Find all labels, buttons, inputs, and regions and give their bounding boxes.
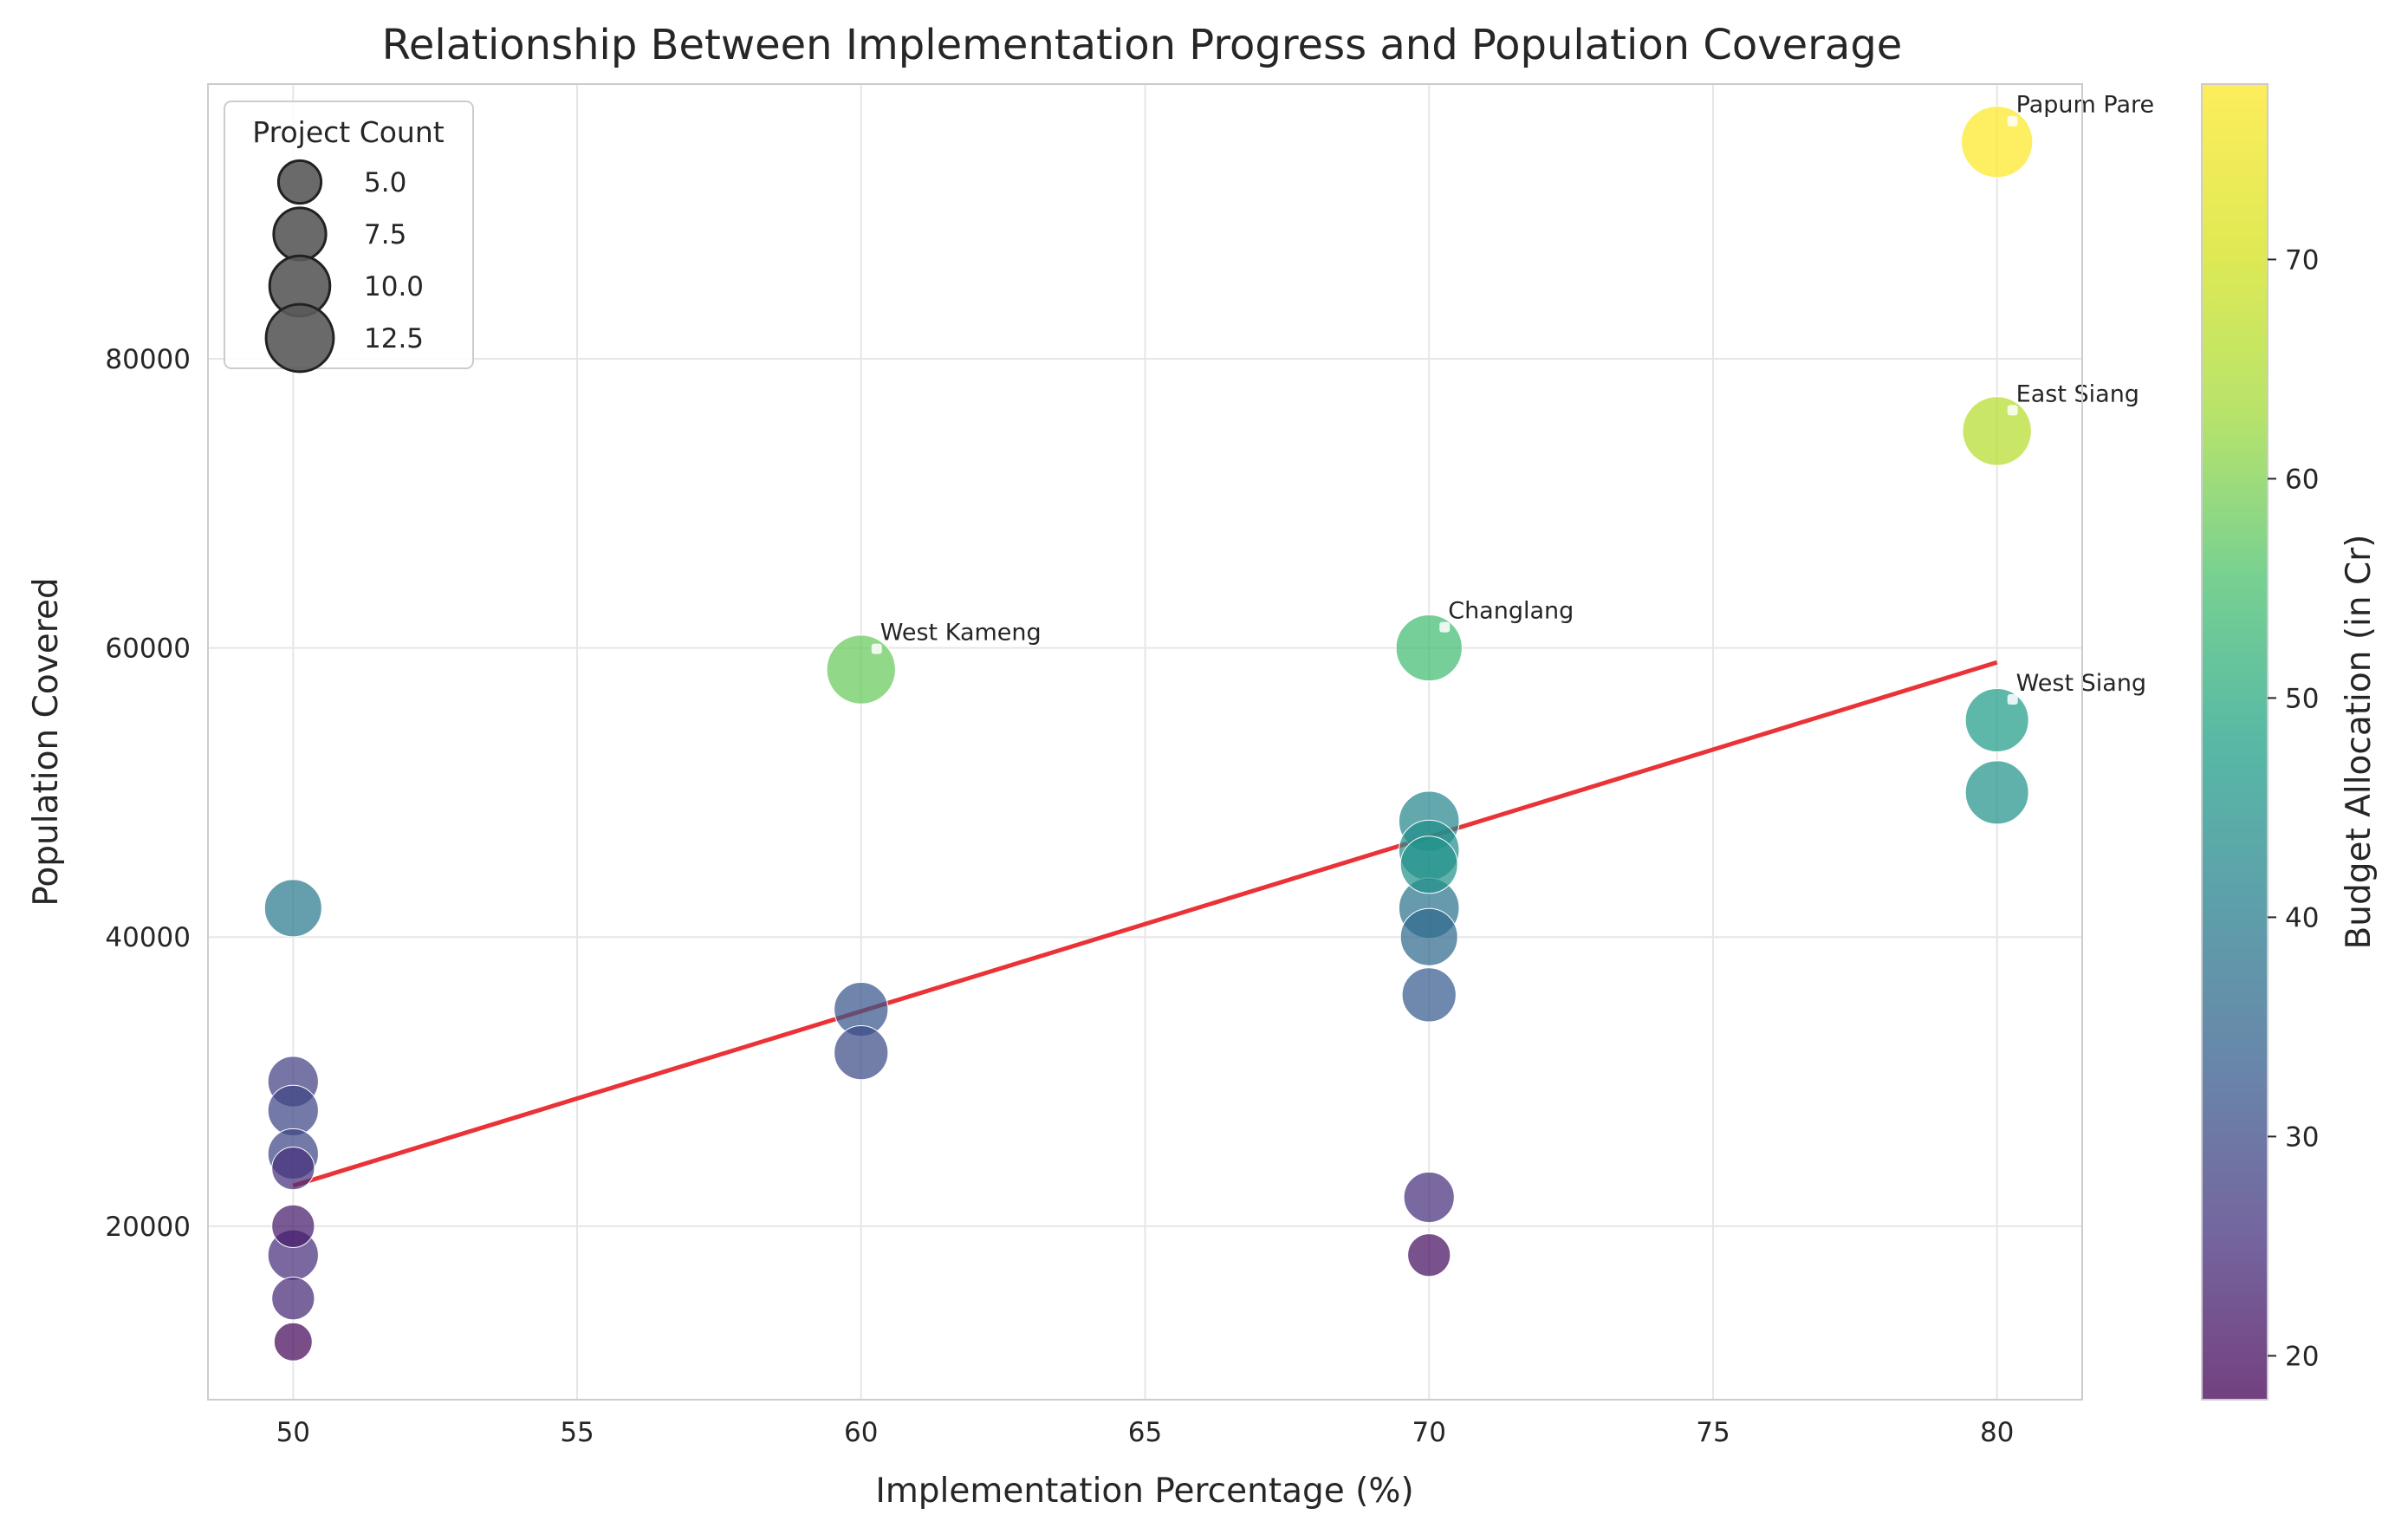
- size-legend-marker: [264, 302, 335, 374]
- point-label: Papum Pare: [2016, 92, 2154, 119]
- colorbar-tick-label: 40: [2285, 902, 2319, 933]
- data-point: [273, 1322, 313, 1362]
- annotation-box: [2007, 693, 2018, 705]
- data-point: [1964, 687, 2029, 752]
- size-legend-marker: [276, 159, 323, 205]
- data-point: [271, 1147, 315, 1191]
- x-tick-label: 50: [276, 1417, 310, 1448]
- annotation-box: [2007, 405, 2018, 416]
- size-legend-label: 5.0: [364, 167, 406, 198]
- x-tick-label: 65: [1128, 1417, 1162, 1448]
- size-legend-title: Project Count: [252, 115, 444, 149]
- y-tick-label: 40000: [105, 922, 191, 953]
- size-legend-label: 10.0: [364, 271, 424, 302]
- colorbar: 20 30 40 50 60 70 Budget Allocation (in Cr): [2201, 83, 2379, 1401]
- colorbar-tick-label: 60: [2285, 464, 2319, 495]
- y-tick-label: 80000: [105, 344, 191, 375]
- colorbar-tick-label: 50: [2285, 683, 2319, 714]
- plot-frame: [207, 83, 2083, 1401]
- colorbar-label: Budget Allocation (in Cr): [2340, 535, 2379, 950]
- data-point: [834, 1025, 889, 1081]
- size-legend-label: 12.5: [364, 323, 424, 354]
- data-point: [263, 879, 322, 938]
- grid-lines: [208, 84, 2082, 1400]
- x-axis-ticks: 50 55 60 65 70 75 80: [276, 1417, 2015, 1448]
- annotation-box: [871, 643, 882, 654]
- trend-line: [292, 660, 1998, 1188]
- data-point: [271, 1204, 315, 1248]
- data-point: [1401, 967, 1457, 1023]
- x-tick-label: 60: [844, 1417, 878, 1448]
- colorbar-tick-label: 70: [2285, 244, 2319, 276]
- y-axis-label: Population Covered: [27, 577, 66, 906]
- data-point: [267, 1084, 319, 1136]
- chart-title: Relationship Between Implementation Prog…: [382, 21, 1903, 69]
- colorbar-tick-label: 20: [2285, 1341, 2319, 1372]
- point-label: West Siang: [2016, 670, 2146, 697]
- x-tick-label: 55: [560, 1417, 594, 1448]
- annotation-box: [2007, 115, 2018, 127]
- point-label: East Siang: [2016, 380, 2139, 407]
- point-label: Changlang: [1448, 598, 1574, 625]
- data-point: [1399, 835, 1458, 894]
- size-legend: Project Count 5.0 7.5 10.0 12.5: [224, 101, 474, 374]
- y-tick-label: 20000: [105, 1212, 191, 1243]
- data-point: [1395, 614, 1463, 682]
- colorbar-gradient: [2202, 84, 2268, 1400]
- size-legend-marker: [272, 206, 328, 262]
- x-tick-label: 70: [1412, 1417, 1446, 1448]
- y-axis-ticks: 20000 40000 60000 80000: [105, 344, 191, 1243]
- annotation-box: [1439, 621, 1451, 633]
- size-legend-label: 7.5: [364, 219, 406, 250]
- trend-line-group: [292, 660, 1998, 1188]
- colorbar-frame: [2201, 83, 2268, 1401]
- colorbar-tick-label: 30: [2285, 1121, 2319, 1153]
- y-tick-label: 60000: [105, 634, 191, 665]
- point-annotations: Papum Pare East Siang West Siang Changlang W…: [871, 92, 2154, 705]
- x-axis-label: Implementation Percentage (%): [875, 1472, 1413, 1511]
- data-point: [1399, 907, 1458, 966]
- data-point: [271, 1277, 315, 1321]
- point-label: West Kameng: [880, 620, 1042, 647]
- data-point: [1403, 1171, 1455, 1224]
- data-point: [1407, 1233, 1451, 1277]
- x-tick-label: 75: [1696, 1417, 1730, 1448]
- data-point: [1964, 760, 2029, 825]
- x-tick-label: 80: [1980, 1417, 2014, 1448]
